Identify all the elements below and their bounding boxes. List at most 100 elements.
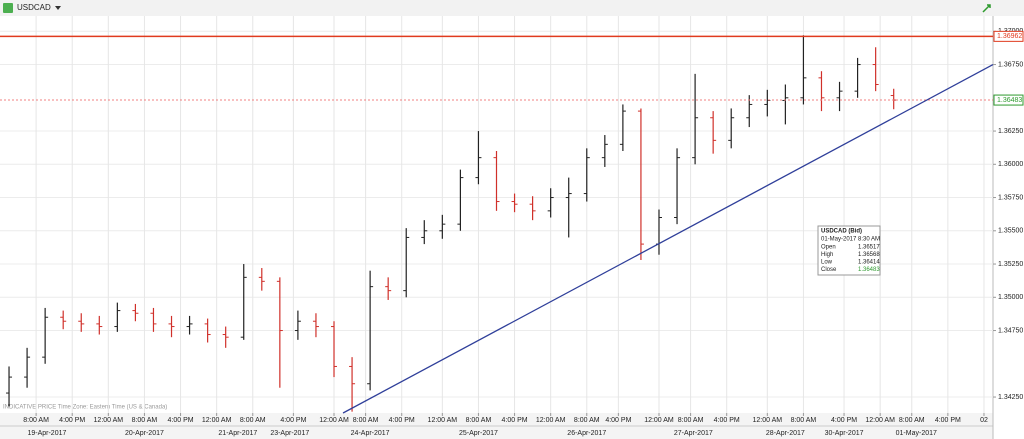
x-tick-label: 4:00 PM bbox=[389, 417, 415, 424]
date-label: 20-Apr-2017 bbox=[125, 430, 164, 437]
ohlc-bar bbox=[601, 135, 608, 167]
x-tick-label: 4:00 PM bbox=[605, 417, 631, 424]
x-tick-label: 12:00 AM bbox=[644, 417, 674, 424]
symbol-icon[interactable] bbox=[3, 3, 13, 13]
x-tick-label: 12:00 AM bbox=[428, 417, 458, 424]
tooltip-key: Low bbox=[821, 260, 833, 266]
ohlc-bar bbox=[655, 209, 662, 255]
y-tick-label: 1.34750 bbox=[998, 327, 1023, 334]
tooltip-title: USDCAD (Bid) bbox=[821, 229, 862, 235]
tooltip-value: 1.36568 bbox=[858, 252, 880, 258]
x-tick-label: 8:00 AM bbox=[240, 417, 266, 424]
ohlc-bar bbox=[78, 313, 85, 332]
tooltip-box bbox=[817, 225, 881, 276]
dropdown-arrow[interactable] bbox=[55, 6, 61, 10]
ohlc-bar bbox=[96, 315, 103, 335]
y-tick-label: 1.35250 bbox=[998, 261, 1023, 268]
ohlc-bar bbox=[619, 104, 626, 151]
ohlc-bar bbox=[24, 347, 31, 388]
x-tick-label: 12:00 AM bbox=[865, 417, 895, 424]
x-tick-label: 4:00 PM bbox=[280, 417, 306, 424]
date-label: 21-Apr-2017 bbox=[218, 430, 257, 437]
y-tick-label: 1.36750 bbox=[998, 61, 1023, 68]
y-tick-label: 1.36250 bbox=[998, 128, 1023, 135]
ohlc-bar bbox=[872, 47, 879, 92]
ohlc-bar bbox=[529, 196, 536, 221]
symbol[interactable]: USDCAD bbox=[17, 3, 51, 12]
x-tick-label: 4:00 PM bbox=[714, 417, 740, 424]
ohlc-bar bbox=[547, 188, 554, 218]
ohlc-bar bbox=[493, 150, 500, 211]
ohlc-bar bbox=[836, 81, 843, 112]
tooltip-value: 1.36483 bbox=[858, 267, 880, 273]
ohlc-bar bbox=[583, 148, 590, 202]
x-tick-label: 8:00 AM bbox=[899, 417, 925, 424]
ohlc-bar bbox=[168, 315, 175, 338]
ohlc-bar bbox=[276, 277, 283, 388]
ohlc-bar bbox=[312, 313, 319, 338]
x-tick-label: 12:00 AM bbox=[202, 417, 232, 424]
x-tick-label: 8:00 AM bbox=[678, 417, 704, 424]
x-tick-label: 4:00 PM bbox=[502, 417, 528, 424]
x-tick-label: 4:00 PM bbox=[831, 417, 857, 424]
ohlc-bar bbox=[674, 148, 681, 225]
x-tick-label: 12:00 AM bbox=[94, 417, 124, 424]
x-tick-label: 8:00 AM bbox=[132, 417, 158, 424]
y-tick-label: 1.34250 bbox=[998, 394, 1023, 401]
ohlc-bar bbox=[692, 73, 699, 165]
level-tag bbox=[993, 30, 1024, 42]
tooltip-key: High bbox=[821, 252, 833, 258]
ohlc-bar bbox=[854, 57, 861, 98]
ohlc-bar bbox=[186, 315, 193, 335]
x-tick-label: 12:00 AM bbox=[753, 417, 783, 424]
ohlc-bar bbox=[764, 89, 771, 117]
y-tick-label: 1.35750 bbox=[998, 194, 1023, 201]
ohlc-bar bbox=[258, 268, 265, 291]
ohlc-bar bbox=[403, 228, 410, 298]
ohlc-bar bbox=[782, 84, 789, 125]
ohlc-bar bbox=[457, 169, 464, 231]
ohlc-bar bbox=[421, 220, 428, 245]
ohlc-bar bbox=[565, 177, 572, 238]
ohlc-bar bbox=[511, 193, 518, 213]
ohlc-bar bbox=[818, 71, 825, 112]
ohlc-bar bbox=[637, 108, 644, 261]
tooltip-value: 1.36517 bbox=[858, 245, 880, 251]
ohlc-bar bbox=[385, 277, 392, 300]
toolbar bbox=[0, 0, 1024, 16]
x-tick-label: 4:00 PM bbox=[168, 417, 194, 424]
x-tick-label: 02 bbox=[980, 417, 988, 424]
tooltip-key: Open bbox=[821, 245, 836, 251]
ohlc-bar bbox=[710, 111, 717, 154]
ohlc-bar bbox=[728, 108, 735, 149]
date-label: 23-Apr-2017 bbox=[270, 430, 309, 437]
ohlc-bar bbox=[132, 303, 139, 322]
x-tick-label: 8:00 AM bbox=[791, 417, 817, 424]
ohlc-bar bbox=[294, 310, 301, 340]
ohlc-bar bbox=[150, 307, 157, 332]
footnote: INDICATIVE PRICE Time Zone: Eastern Time… bbox=[3, 405, 167, 411]
ohlc-bar bbox=[800, 35, 807, 105]
x-tick-label: 8:00 AM bbox=[574, 417, 600, 424]
ohlc-bar bbox=[890, 88, 897, 110]
ohlc-bar bbox=[367, 270, 374, 391]
y-tick-label: 1.36000 bbox=[998, 161, 1023, 168]
ohlc-bar bbox=[222, 326, 229, 348]
plot-area bbox=[0, 16, 993, 413]
ohlc-bar bbox=[114, 302, 121, 332]
x-tick-label: 12:00 AM bbox=[319, 417, 349, 424]
ohlc-bar bbox=[439, 214, 446, 239]
date-label: 26-Apr-2017 bbox=[567, 430, 606, 437]
ohlc-bar bbox=[6, 366, 13, 407]
ohlc-bar bbox=[42, 307, 49, 364]
y-tick-label: 1.35000 bbox=[998, 294, 1023, 301]
ohlc-bar bbox=[331, 321, 338, 378]
trendline bbox=[342, 63, 994, 414]
trend-icon[interactable] bbox=[982, 4, 991, 13]
x-tick-label: 4:00 PM bbox=[59, 417, 85, 424]
date-label: 30-Apr-2017 bbox=[825, 430, 864, 437]
level-tag bbox=[993, 94, 1024, 106]
tooltip-value: 1.36414 bbox=[858, 260, 880, 266]
